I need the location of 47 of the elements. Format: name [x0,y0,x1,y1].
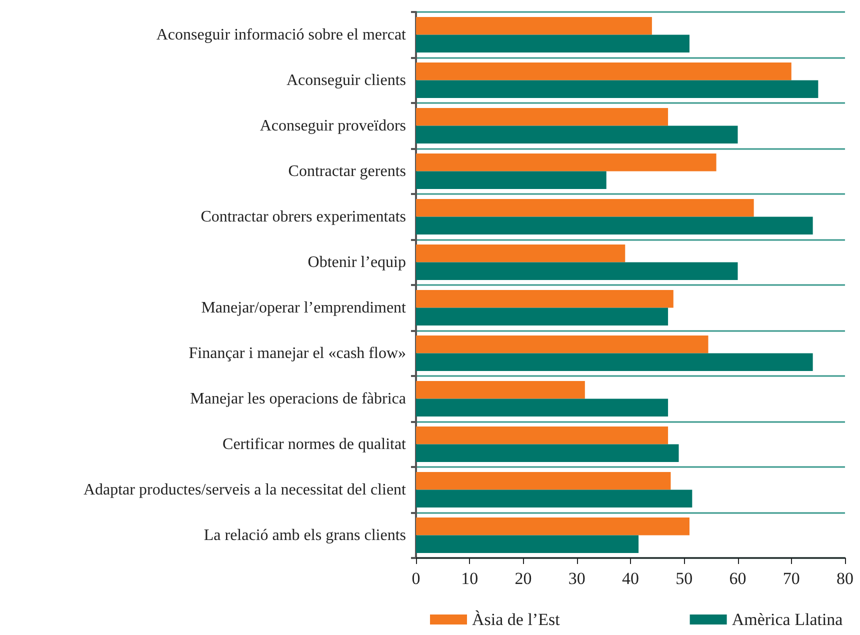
bar [416,154,716,172]
y-tick-label: Manejar les operacions de fàbrica [190,390,406,408]
bar [416,308,668,326]
y-tick-label: La relació amb els grans clients [204,526,406,544]
x-tick-label: 10 [461,569,478,588]
bar [416,426,668,444]
bar [416,126,738,144]
bar [416,199,754,217]
bar [416,244,626,262]
bar [416,336,708,354]
bar [416,381,585,399]
bar [416,80,818,98]
bar [416,290,674,308]
x-tick-label: 50 [676,569,693,588]
x-tick-label: 80 [836,569,854,588]
bar [416,216,813,234]
y-tick-label: Contractar gerents [288,162,406,180]
bar [416,262,738,280]
y-tick-label: Aconseguir informació sobre el mercat [156,26,407,44]
x-tick-label: 40 [622,569,639,588]
bar [416,171,606,189]
y-tick-label: Adaptar productes/serveis a la necessitat del client [83,481,407,498]
bar [416,444,679,462]
bar [416,490,692,508]
bar [416,108,668,126]
bar [416,353,813,371]
bar [416,535,639,553]
y-tick-label: Aconseguir proveïdors [260,117,406,134]
bar [416,472,671,490]
x-tick-label: 20 [514,569,532,588]
y-tick-label: Manejar/operar l’emprendiment [201,299,407,316]
bar [416,34,690,52]
y-tick-label: Certificar normes de qualitat [222,436,407,453]
y-tick-label: Contractar obrers experimentats [200,208,406,226]
legend-label: Amèrica Llatina [732,610,844,629]
legend-label: Àsia de l’Est [472,610,560,629]
bar [416,518,690,536]
x-tick-label: 0 [412,569,420,588]
bar [416,398,668,416]
y-tick-label: Obtenir l’equip [308,254,406,271]
x-tick-label: 60 [729,569,746,588]
y-tick-label: Aconseguir clients [286,72,406,89]
x-tick-label: 70 [782,569,800,588]
y-tick-label: Finançar i manejar el «cash flow» [188,344,406,362]
x-tick-label: 30 [568,569,586,588]
bar [416,62,792,80]
bar [416,17,652,35]
